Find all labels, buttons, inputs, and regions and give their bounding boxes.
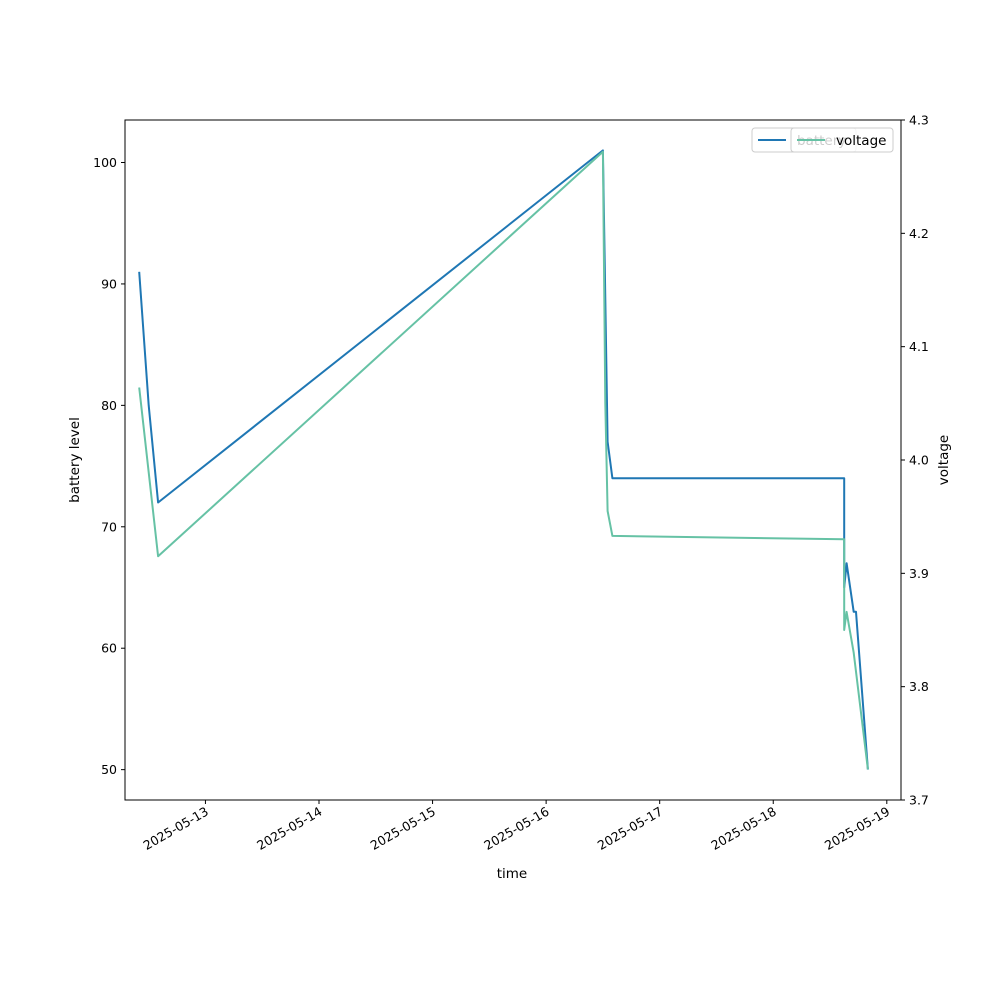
series-line-voltage [138, 150, 869, 770]
x-tick-label: 2025-05-15 [368, 804, 438, 853]
x-tick-label: 2025-05-19 [822, 804, 892, 853]
y-axis-right: 3.7 3.8 3.9 4.0 4.1 4.2 4.3 [901, 113, 929, 808]
y-left-tick-label: 80 [101, 398, 117, 413]
x-tick-label: 2025-05-18 [708, 804, 778, 853]
y-right-tick-label: 3.9 [909, 566, 929, 581]
legend-voltage-box [790, 127, 894, 153]
y-right-tick-label: 4.1 [909, 339, 929, 354]
x-tick-label: 2025-05-17 [595, 804, 665, 853]
y-right-tick-label: 4.0 [909, 453, 929, 468]
x-tick-label: 2025-05-13 [141, 804, 211, 853]
y-axis-left: 50 60 70 80 90 100 [93, 155, 125, 777]
y-left-tick-label: 60 [101, 641, 117, 656]
x-tick-label: 2025-05-14 [254, 804, 324, 853]
legend-voltage: voltage [790, 127, 894, 153]
legend-voltage-label: voltage [836, 133, 886, 149]
y-right-tick-label: 3.8 [909, 679, 929, 694]
y-right-tick-label: 4.3 [909, 113, 929, 128]
y-right-tick-label: 3.7 [909, 793, 929, 808]
x-axis-label: time [497, 866, 528, 882]
x-axis: 2025-05-13 2025-05-14 2025-05-15 2025-05-16… [141, 800, 892, 853]
y-left-tick-label: 70 [101, 519, 117, 534]
y-axis-right-label: voltage [936, 435, 952, 485]
x-tick-label: 2025-05-16 [481, 804, 551, 853]
series-layer [138, 149, 869, 770]
y-left-tick-label: 100 [93, 155, 117, 170]
y-axis-left-label: battery level [67, 417, 83, 503]
y-left-tick-label: 50 [101, 762, 117, 777]
y-right-tick-label: 4.2 [909, 226, 929, 241]
y-left-tick-label: 90 [101, 276, 117, 291]
series-line-battery [138, 149, 869, 770]
